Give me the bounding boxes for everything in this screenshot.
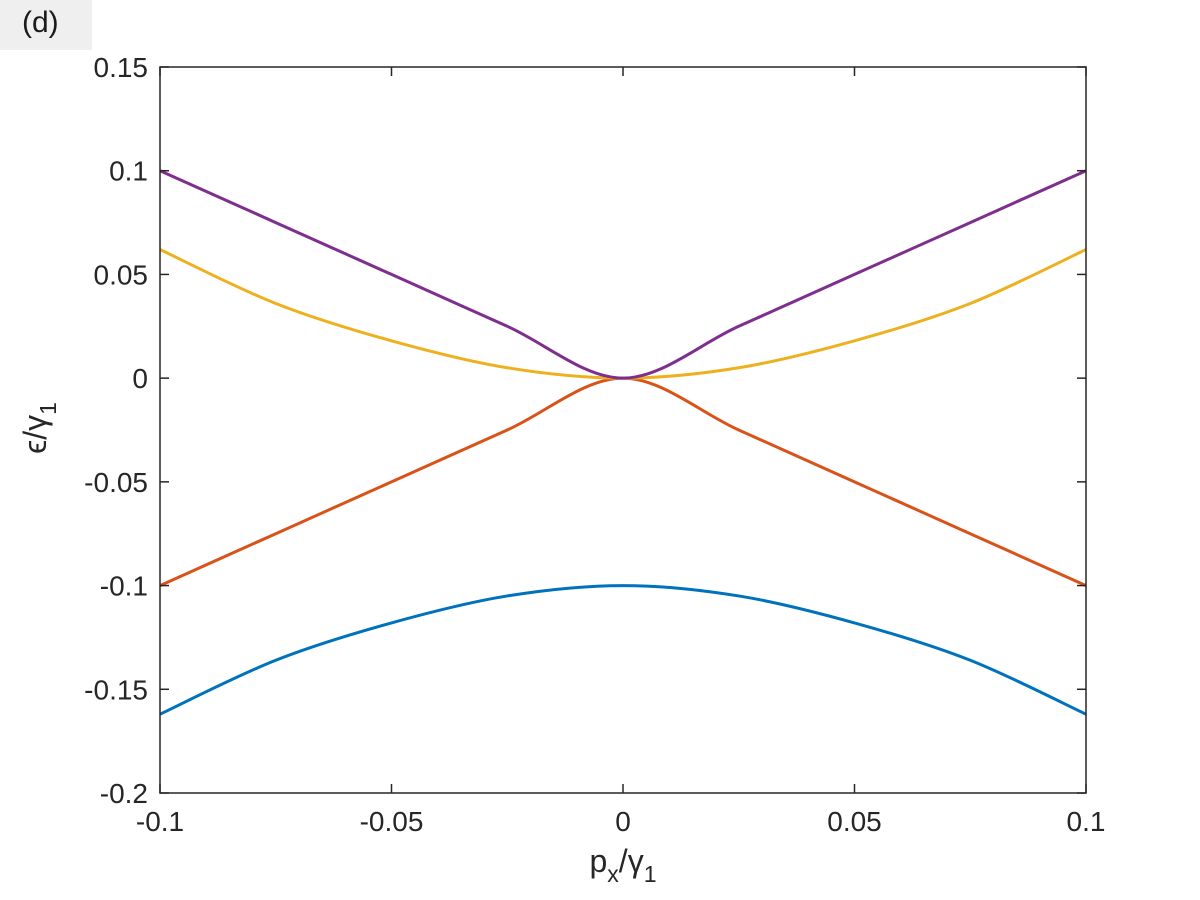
plot-frame [159,66,1087,794]
y-axis-label-sub: 1 [35,402,61,415]
x-tick-label: 0 [615,806,631,837]
y-tick-label: -0.2 [100,778,148,809]
series-layer [159,169,1087,716]
y-tick-label: 0.05 [94,259,149,290]
series-line-2 [159,376,1087,587]
y-tick-label: -0.15 [84,674,148,705]
y-tick-label: 0 [132,363,148,394]
x-tick-label: 0.1 [1067,806,1106,837]
x-axis-label-main: p [590,843,608,879]
panel-label: (d) [22,6,59,39]
y-tick-label: 0.1 [109,156,148,187]
tick-layer: -0.1 -0.05 0 0.05 0.1 -0.2 -0.15 -0.1 -0.05 0 0.05… [84,52,1105,837]
x-axis-label-sub2: 1 [644,861,657,887]
y-tick-label: 0.15 [94,52,149,83]
y-tick-label: -0.05 [84,467,148,498]
x-axis-label-sub1: x [607,861,619,887]
y-tick-label: -0.1 [100,571,148,602]
x-tick-label: -0.1 [136,806,184,837]
x-tick-label: -0.05 [360,806,424,837]
y-axis-label: ϵ/γ1 [17,402,61,454]
panel-label-box: (d) [0,0,92,50]
x-axis-label-mid: /γ [619,843,644,879]
y-axis-label-main: ϵ/γ [17,415,53,454]
series-line-4 [159,169,1087,380]
series-line-1 [159,584,1087,716]
series-line-3 [159,248,1087,380]
x-tick-label: 0.05 [827,806,882,837]
x-axis-label: px/γ1 [590,843,657,887]
